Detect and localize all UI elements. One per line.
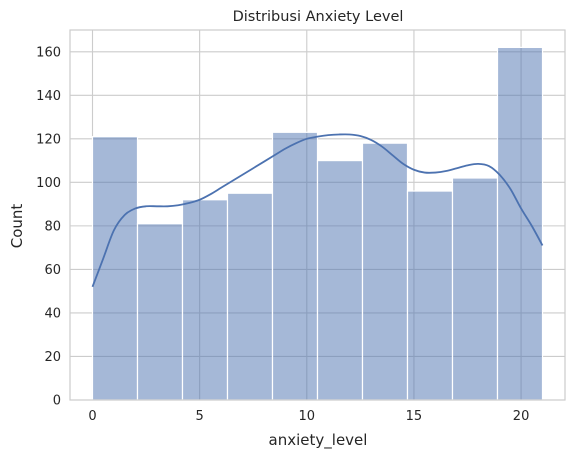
plot-frame bbox=[69, 29, 566, 401]
x-tick-label: 0 bbox=[88, 409, 96, 424]
histogram-bar bbox=[181, 199, 229, 401]
histogram-bar bbox=[361, 142, 409, 401]
histogram-bar bbox=[496, 46, 544, 401]
histogram-bar bbox=[316, 159, 364, 401]
y-tick-labels: 0 20 40 60 80 100 120 140 160 bbox=[36, 45, 61, 408]
x-tick-label: 10 bbox=[299, 409, 316, 424]
x-tick-label: 15 bbox=[406, 409, 423, 424]
chart-title: Distribusi Anxiety Level bbox=[233, 9, 404, 25]
x-tick-label: 5 bbox=[196, 409, 204, 424]
y-tick-label: 80 bbox=[44, 219, 61, 234]
x-axis-label: anxiety_level bbox=[269, 431, 368, 450]
histogram-bar bbox=[406, 190, 454, 401]
y-tick-label: 160 bbox=[36, 45, 61, 60]
y-tick-label: 0 bbox=[53, 394, 61, 409]
x-tick-label: 20 bbox=[513, 409, 530, 424]
kde-line bbox=[91, 133, 544, 288]
histogram-bar bbox=[271, 131, 319, 401]
kde-curve-group bbox=[91, 133, 544, 288]
histogram-bar bbox=[226, 192, 274, 401]
y-tick-label: 140 bbox=[36, 89, 61, 104]
y-tick-label: 60 bbox=[44, 263, 61, 278]
y-tick-label: 20 bbox=[44, 350, 61, 365]
y-tick-label: 40 bbox=[44, 306, 61, 321]
histogram-bar bbox=[136, 223, 184, 401]
histogram-bar bbox=[451, 177, 499, 401]
y-tick-label: 120 bbox=[36, 132, 61, 147]
y-tick-label: 100 bbox=[36, 176, 61, 191]
histogram-bars bbox=[91, 46, 544, 401]
y-axis-label: Count bbox=[8, 204, 26, 249]
x-tick-labels: 0 5 10 15 20 bbox=[88, 409, 529, 424]
